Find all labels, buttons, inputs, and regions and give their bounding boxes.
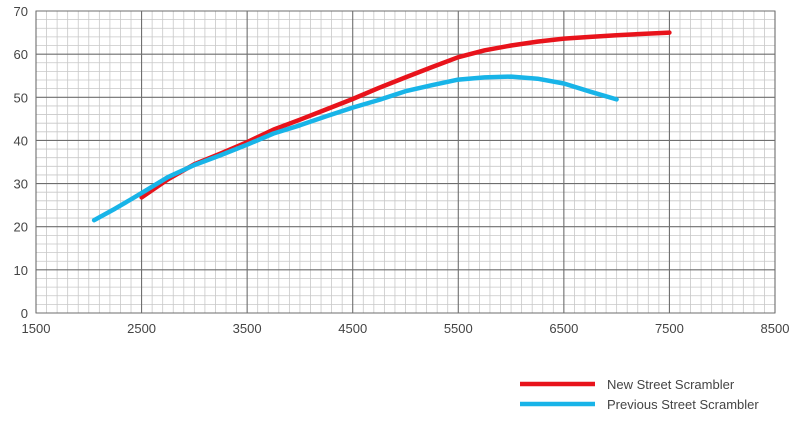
- x-tick-label: 2500: [127, 321, 156, 336]
- x-axis-tick-labels: 1500 2500 3500 4500 5500 6500 7500 8500: [22, 321, 790, 336]
- y-tick-label: 30: [14, 177, 28, 192]
- series-line-2: [91, 74, 619, 223]
- y-tick-label: 50: [14, 90, 28, 105]
- legend-label-2: Previous Street Scrambler: [607, 397, 759, 412]
- x-tick-label: 5500: [444, 321, 473, 336]
- series-layer: [91, 30, 672, 223]
- y-tick-label: 70: [14, 4, 28, 19]
- x-tick-label: 4500: [338, 321, 367, 336]
- y-tick-label: 60: [14, 47, 28, 62]
- x-tick-label: 6500: [549, 321, 578, 336]
- y-tick-label: 20: [14, 220, 28, 235]
- x-tick-label: 8500: [761, 321, 790, 336]
- y-axis-tick-labels: 0 10 20 30 40 50 60 70: [14, 4, 28, 321]
- major-gridlines: [35, 10, 776, 314]
- x-tick-label: 1500: [22, 321, 51, 336]
- y-tick-label: 40: [14, 133, 28, 148]
- legend-label-1: New Street Scrambler: [607, 377, 735, 392]
- y-tick-label: 10: [14, 263, 28, 278]
- y-tick-label: 0: [21, 306, 28, 321]
- x-tick-label: 7500: [655, 321, 684, 336]
- legend: New Street Scrambler Previous Street Scra…: [520, 377, 759, 412]
- x-tick-label: 3500: [233, 321, 262, 336]
- minor-gridlines: [36, 11, 775, 313]
